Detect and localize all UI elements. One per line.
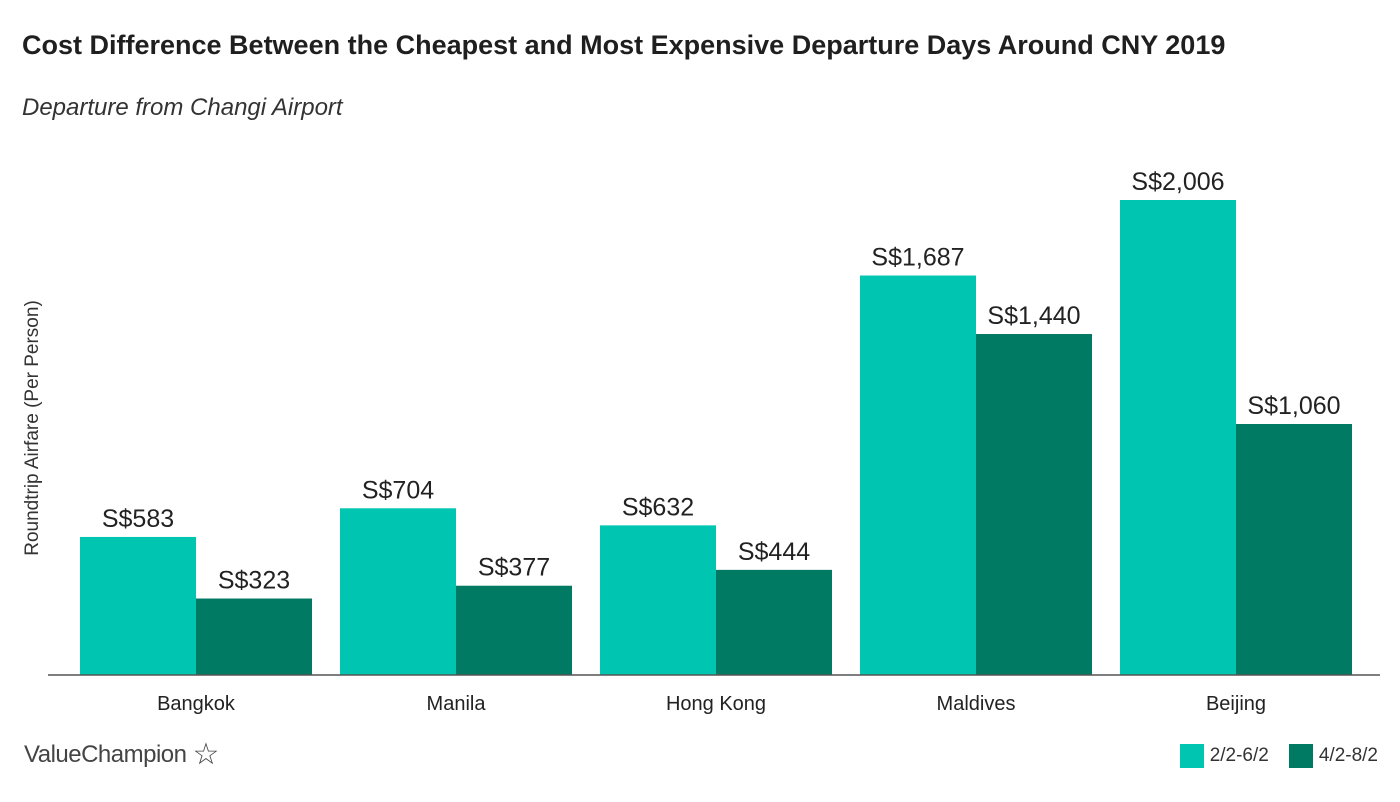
- bar-beijing-series-1: [1120, 200, 1236, 675]
- bar-bangkok-series-1: [80, 536, 196, 675]
- bar-maldives-series-2: [976, 334, 1092, 675]
- value-label-maldives-series-2: S$1,440: [987, 302, 1080, 330]
- legend-swatch-series-2: [1288, 744, 1313, 768]
- value-label-bangkok-series-1: S$583: [102, 505, 174, 533]
- value-label-bangkok-series-2: S$323: [218, 567, 290, 595]
- category-label-hong-kong: Hong Kong: [666, 693, 766, 715]
- legend: 2/2-6/2 4/2-8/2: [1160, 744, 1378, 768]
- bar-manila-series-1: [340, 508, 456, 675]
- y-axis-label: Roundtrip Airfare (Per Person): [22, 300, 43, 556]
- bar-manila-series-2: [456, 585, 572, 675]
- value-label-hong-kong-series-1: S$632: [622, 493, 694, 521]
- legend-swatch-series-1: [1179, 744, 1204, 768]
- legend-label-series-1: 2/2-6/2: [1209, 745, 1269, 766]
- category-labels-group: Bangkok Manila Hong Kong Maldives Beijing: [157, 693, 1266, 715]
- brand-logo: ValueChampion ☆: [24, 740, 219, 770]
- category-label-manila: Manila: [427, 693, 487, 715]
- value-label-manila-series-1: S$704: [362, 476, 434, 504]
- brand-name: ValueChampion: [24, 741, 187, 768]
- bar-bangkok-series-2: [196, 598, 312, 675]
- value-label-manila-series-2: S$377: [478, 554, 550, 582]
- star-outline-icon: ☆: [192, 738, 220, 771]
- value-label-beijing-series-2: S$1,060: [1247, 392, 1340, 420]
- category-label-bangkok: Bangkok: [157, 693, 236, 715]
- bar-hong-kong-series-1: [600, 525, 716, 675]
- category-label-beijing: Beijing: [1206, 693, 1266, 715]
- bar-hong-kong-series-2: [716, 569, 832, 675]
- value-label-maldives-series-1: S$1,687: [871, 244, 964, 272]
- category-label-maldives: Maldives: [937, 693, 1016, 715]
- chart-subtitle: Departure from Changi Airport: [22, 94, 343, 121]
- chart-title: Cost Difference Between the Cheapest and…: [22, 30, 1226, 60]
- legend-label-series-2: 4/2-8/2: [1318, 745, 1378, 766]
- legend-item-series-1: 2/2-6/2: [1179, 744, 1269, 768]
- legend-item-series-2: 4/2-8/2: [1288, 744, 1378, 768]
- value-labels-group: S$583 S$323 S$704 S$377 S$632 S$444 S$1,687 S$1…: [102, 168, 1341, 595]
- bars-group: [80, 200, 1352, 675]
- bar-maldives-series-1: [860, 275, 976, 675]
- bar-beijing-series-2: [1236, 424, 1352, 675]
- value-label-beijing-series-1: S$2,006: [1131, 168, 1224, 196]
- value-label-hong-kong-series-2: S$444: [738, 538, 810, 566]
